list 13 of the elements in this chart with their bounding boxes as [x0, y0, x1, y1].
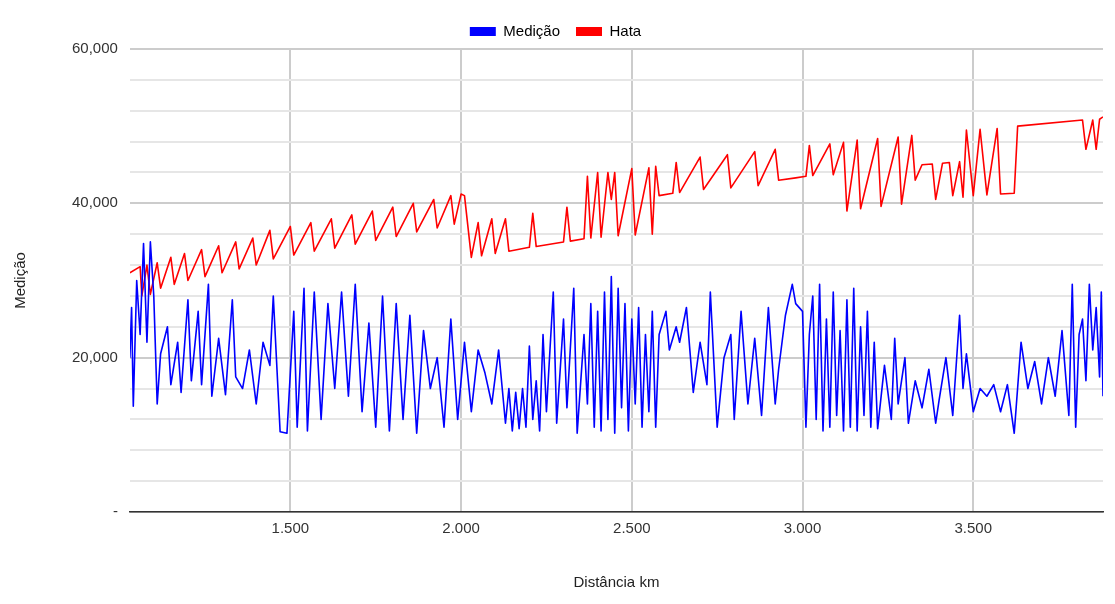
y-tick-label: 40,000	[71, 193, 118, 211]
x-axis-title: Distância km	[573, 573, 660, 591]
y-tick-label: 20,000	[71, 347, 118, 365]
x-tick-label: 2.500	[613, 519, 651, 537]
x-tick-label: 2.000	[442, 519, 480, 537]
y-axis-title: Medição	[11, 252, 29, 309]
x-tick-label: 3.000	[783, 519, 822, 537]
y-tick-label: -	[112, 502, 118, 520]
x-tick-label: 1.500	[271, 519, 310, 537]
y-tick-label: 60,000	[71, 39, 118, 57]
legend-label: Medição	[503, 21, 561, 39]
x-tick-label: 3.500	[954, 519, 993, 537]
legend-label: Hata	[609, 21, 642, 39]
